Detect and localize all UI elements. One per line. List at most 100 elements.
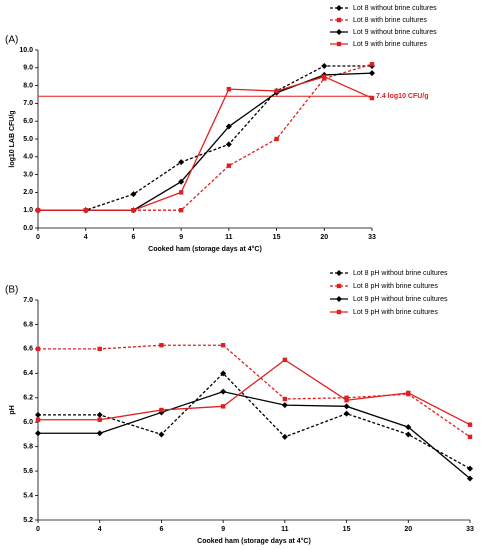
- threshold-label: 7.4 log10 CFU/g: [376, 93, 429, 100]
- y-tick-label: 1.0: [23, 207, 33, 214]
- point: [35, 417, 41, 422]
- point: [344, 398, 349, 403]
- point: [467, 434, 473, 440]
- y-tick-label: 5.6: [23, 468, 33, 475]
- point: [226, 163, 232, 168]
- y-tick-label: 6.2: [23, 395, 33, 402]
- legend-marker: [336, 283, 342, 289]
- point: [130, 191, 137, 198]
- series-line: [38, 359, 471, 426]
- y-tick-label: 9.0: [23, 65, 33, 72]
- point: [343, 410, 350, 417]
- point: [220, 404, 226, 409]
- y-axis-label: log10 LAB CFU/g: [9, 110, 16, 167]
- y-tick-label: 6.0: [23, 118, 33, 125]
- point: [220, 388, 227, 395]
- point: [225, 123, 232, 130]
- y-tick-label: 2.0: [23, 189, 33, 196]
- point: [35, 208, 41, 213]
- panel-label: (B): [5, 285, 18, 296]
- y-tick-label: 5.2: [23, 517, 33, 524]
- point: [344, 395, 349, 400]
- point: [220, 343, 226, 348]
- point: [96, 411, 103, 418]
- legend-label: Lot 8 pH with brine cultures: [353, 283, 438, 290]
- y-tick-label: 3.0: [23, 171, 33, 178]
- series-line: [38, 390, 471, 479]
- x-tick-label: 33: [368, 234, 376, 241]
- x-tick-label: 4: [98, 526, 102, 533]
- point: [369, 95, 375, 101]
- y-tick-label: 6.8: [23, 321, 33, 328]
- x-axis-label: Cooked ham (storage days at 4°C): [197, 537, 311, 545]
- point: [321, 63, 328, 70]
- point: [369, 70, 375, 77]
- series-line: [38, 372, 471, 470]
- point: [369, 62, 375, 67]
- x-tick-label: 4: [84, 234, 88, 241]
- legend-marker: [336, 41, 342, 47]
- x-tick-label: 33: [466, 526, 474, 533]
- legend-marker: [336, 309, 342, 315]
- x-tick-label: 0: [36, 234, 40, 241]
- point: [467, 422, 473, 427]
- legend-marker: [336, 29, 342, 35]
- point: [406, 390, 411, 396]
- y-tick-label: 7.0: [23, 100, 33, 107]
- point: [343, 403, 350, 410]
- y-tick-label: 5.4: [23, 492, 33, 499]
- point: [178, 190, 184, 195]
- point: [178, 159, 185, 166]
- legend-label: Lot 9 without brine cultures: [353, 29, 437, 36]
- y-tick-label: 5.8: [23, 444, 33, 451]
- point: [220, 370, 227, 377]
- legend-marker: [336, 5, 342, 11]
- point: [159, 343, 164, 348]
- point: [131, 208, 136, 213]
- legend-marker: [336, 270, 342, 276]
- x-tick-label: 11: [225, 234, 233, 241]
- y-tick-label: 6.4: [23, 370, 33, 377]
- point: [226, 86, 232, 92]
- point: [97, 346, 102, 352]
- legend-marker: [336, 296, 342, 302]
- y-tick-label: 5.0: [23, 136, 33, 143]
- x-tick-label: 6: [131, 234, 135, 241]
- point: [405, 424, 412, 431]
- legend-label: Lot 9 with brine cultures: [353, 41, 427, 48]
- legend-label: Lot 8 without brine cultures: [353, 5, 437, 12]
- x-tick-label: 20: [404, 526, 412, 533]
- point: [35, 411, 41, 418]
- point: [281, 402, 288, 409]
- panel-label: (A): [5, 35, 18, 46]
- series-line: [38, 344, 471, 438]
- point: [97, 417, 102, 422]
- x-tick-label: 15: [343, 526, 351, 533]
- y-tick-label: 0.0: [23, 225, 33, 232]
- point: [274, 88, 279, 94]
- point: [281, 433, 288, 440]
- y-tick-label: 6.6: [23, 346, 33, 353]
- series-line: [38, 63, 373, 211]
- y-axis-label: pH: [9, 405, 16, 414]
- y-tick-label: 10.0: [19, 47, 33, 54]
- x-tick-label: 6: [159, 526, 163, 533]
- legend-label: Lot 8 with brine cultures: [353, 17, 427, 24]
- point: [159, 407, 164, 413]
- legend-label: Lot 8 pH without brine cultures: [353, 270, 448, 277]
- point: [322, 74, 327, 79]
- point: [158, 431, 165, 438]
- point: [467, 465, 473, 472]
- x-tick-label: 9: [179, 234, 183, 241]
- point: [225, 141, 232, 148]
- point: [96, 430, 103, 437]
- legend-label: Lot 9 pH with brine cultures: [353, 309, 438, 316]
- point: [83, 208, 88, 213]
- x-tick-label: 15: [273, 234, 281, 241]
- x-tick-label: 11: [281, 526, 289, 533]
- y-tick-label: 8.0: [23, 82, 33, 89]
- point: [274, 136, 279, 142]
- point: [178, 208, 184, 213]
- y-tick-label: 6.0: [23, 419, 33, 426]
